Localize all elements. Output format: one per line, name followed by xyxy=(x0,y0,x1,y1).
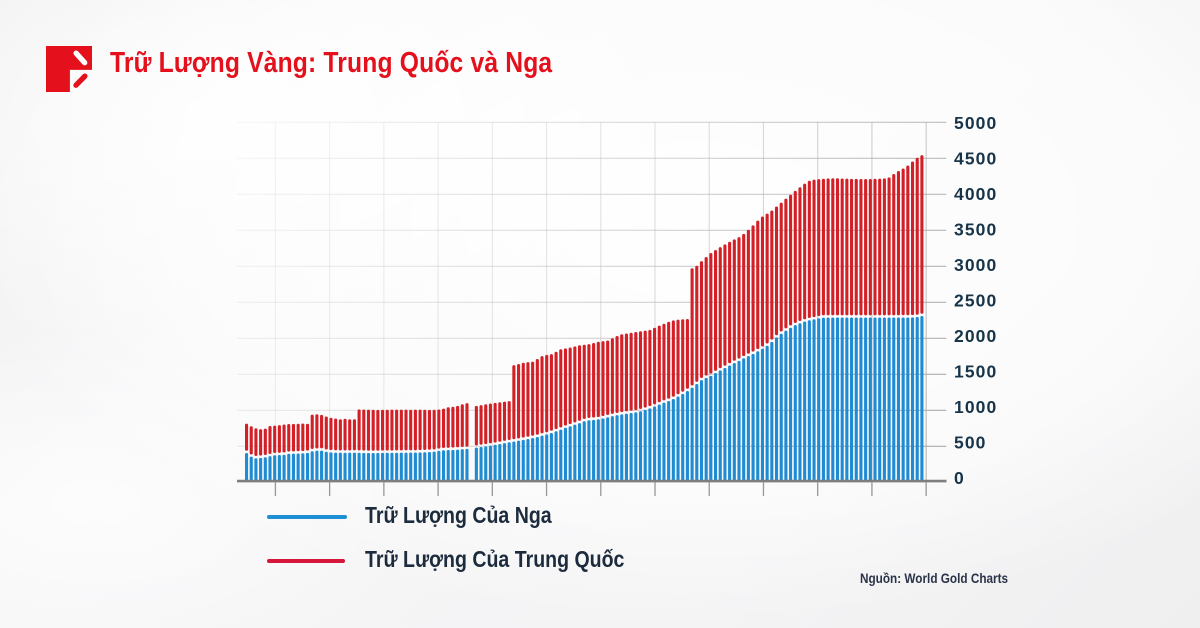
svg-text:5000: 5000 xyxy=(954,113,997,133)
svg-text:1500: 1500 xyxy=(954,361,997,381)
svg-text:2500: 2500 xyxy=(954,291,997,311)
svg-text:4000: 4000 xyxy=(954,184,997,204)
svg-text:2000: 2000 xyxy=(954,326,997,346)
svg-text:3000: 3000 xyxy=(954,255,997,275)
svg-text:0: 0 xyxy=(954,468,965,488)
svg-text:4500: 4500 xyxy=(954,149,997,169)
svg-text:1000: 1000 xyxy=(954,397,997,417)
svg-text:3500: 3500 xyxy=(954,220,997,240)
svg-text:500: 500 xyxy=(954,432,987,452)
